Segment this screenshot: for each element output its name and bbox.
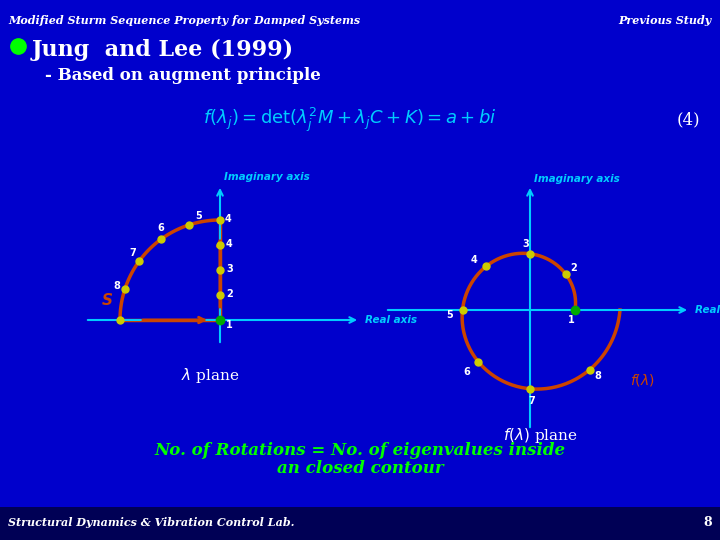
Text: 5: 5 <box>446 310 453 320</box>
Bar <box>0 507 720 540</box>
Text: Real axis: Real axis <box>695 305 720 315</box>
Text: 7: 7 <box>129 248 136 258</box>
Text: an closed contour: an closed contour <box>276 460 444 477</box>
Text: 1: 1 <box>567 315 575 325</box>
Text: Jung  and Lee (1999): Jung and Lee (1999) <box>32 39 294 61</box>
Text: 8: 8 <box>594 370 601 381</box>
Text: (4): (4) <box>676 111 700 129</box>
Text: 2: 2 <box>226 289 233 299</box>
Text: Imaginary axis: Imaginary axis <box>224 172 310 182</box>
Text: No. of Rotations = No. of eigenvalues inside: No. of Rotations = No. of eigenvalues in… <box>154 442 566 459</box>
Text: 8: 8 <box>703 516 712 529</box>
Text: - Based on augment principle: - Based on augment principle <box>45 67 320 84</box>
Text: 8: 8 <box>113 281 120 291</box>
Text: $\lambda$ plane: $\lambda$ plane <box>181 366 239 385</box>
Text: 4: 4 <box>225 214 232 224</box>
Text: Real axis: Real axis <box>365 315 417 325</box>
Text: 6: 6 <box>157 223 164 233</box>
Text: 2: 2 <box>570 263 577 273</box>
Text: 4: 4 <box>471 255 477 265</box>
Text: 3: 3 <box>226 264 233 274</box>
Text: $f(\lambda_j) = \mathrm{det}(\lambda_j^2 M + \lambda_j C + K) = a + bi$: $f(\lambda_j) = \mathrm{det}(\lambda_j^2… <box>203 106 497 134</box>
Text: S: S <box>102 293 113 308</box>
Text: 6: 6 <box>463 367 469 377</box>
Text: 4: 4 <box>226 239 233 249</box>
Text: 1: 1 <box>226 320 233 330</box>
Text: 5: 5 <box>195 211 202 221</box>
Text: Previous Study: Previous Study <box>618 15 712 26</box>
Text: 7: 7 <box>528 396 536 406</box>
Text: Imaginary axis: Imaginary axis <box>534 174 620 184</box>
Text: Modified Sturm Sequence Property for Damped Systems: Modified Sturm Sequence Property for Dam… <box>8 15 360 26</box>
Text: 3: 3 <box>523 239 529 249</box>
Text: $f(\lambda)$ plane: $f(\lambda)$ plane <box>503 426 577 445</box>
Text: $f(\lambda)$: $f(\lambda)$ <box>630 373 654 388</box>
Text: Structural Dynamics & Vibration Control Lab.: Structural Dynamics & Vibration Control … <box>8 517 294 528</box>
